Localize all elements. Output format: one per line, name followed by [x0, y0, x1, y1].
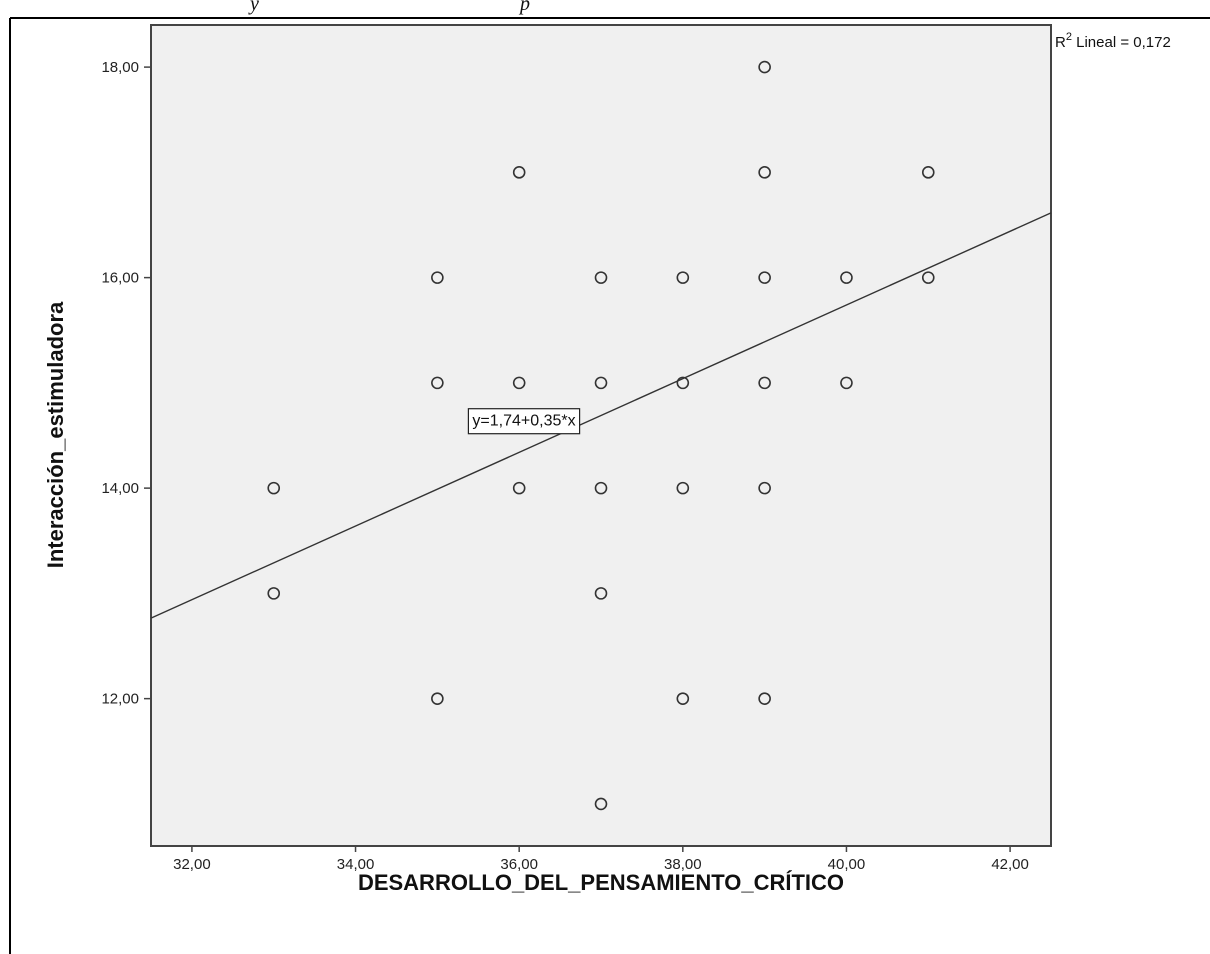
data-point: [512, 376, 526, 390]
r-squared-prefix: R: [1055, 34, 1066, 51]
data-point: [840, 376, 853, 390]
data-point: [921, 166, 935, 179]
y-tick-label: 18,00: [101, 59, 139, 76]
data-point: [758, 481, 771, 495]
x-axis-title: DESARROLLO_DEL_PENSAMIENTO_CRÍTICO: [358, 870, 844, 895]
y-axis-title: Interacción_estimuladora: [43, 301, 68, 568]
data-point: [676, 692, 690, 705]
data-point: [594, 481, 608, 495]
data-point: [676, 481, 690, 495]
r-squared-value: Lineal = 0,172: [1072, 34, 1171, 51]
data-point: [840, 271, 853, 284]
data-point: [758, 692, 771, 705]
data-point: [758, 376, 771, 390]
data-point: [676, 376, 690, 390]
x-tick-label: 40,00: [828, 856, 866, 873]
r-squared-label: R2 Lineal = 0,172: [1055, 31, 1171, 51]
header-fragment-right: p: [518, 0, 530, 15]
points-layer: [267, 60, 935, 811]
x-tick-label: 32,00: [173, 856, 211, 873]
x-tick-label: 34,00: [337, 856, 375, 873]
y-axis-ticks: 12,00 14,00 16,00 18,00: [101, 59, 151, 708]
data-point: [594, 376, 608, 390]
data-point: [267, 587, 281, 600]
y-tick-label: 16,00: [101, 270, 139, 287]
x-tick-label: 42,00: [991, 856, 1029, 873]
fit-equation-label: y=1,74+0,35*x: [472, 413, 575, 430]
data-point: [758, 60, 771, 74]
y-tick-label: 14,00: [101, 480, 139, 497]
data-point: [431, 692, 444, 705]
x-tick-label: 36,00: [500, 856, 538, 873]
header-fragment-left: y: [248, 0, 259, 15]
y-tick-label: 12,00: [101, 691, 139, 708]
data-point: [594, 587, 608, 600]
data-point: [594, 797, 608, 811]
r-squared-superscript: 2: [1066, 31, 1072, 43]
data-point: [431, 376, 444, 390]
data-point: [431, 271, 444, 284]
fit-equation-box: y=1,74+0,35*x: [467, 408, 581, 435]
data-point: [512, 481, 526, 495]
plot-area: [150, 24, 1052, 847]
data-point: [921, 271, 935, 284]
data-point: [676, 271, 690, 284]
data-point: [758, 166, 771, 179]
data-point: [512, 166, 526, 179]
data-point: [758, 271, 771, 284]
fit-line-layer: [150, 212, 1052, 619]
fit-equation-frame: [467, 408, 581, 435]
fit-line: [150, 212, 1052, 619]
x-axis-ticks: 32,00 34,00 36,00 38,00 40,00 42,00: [173, 846, 1029, 873]
x-tick-label: 38,00: [664, 856, 702, 873]
data-point: [267, 481, 281, 495]
data-point: [594, 271, 608, 284]
